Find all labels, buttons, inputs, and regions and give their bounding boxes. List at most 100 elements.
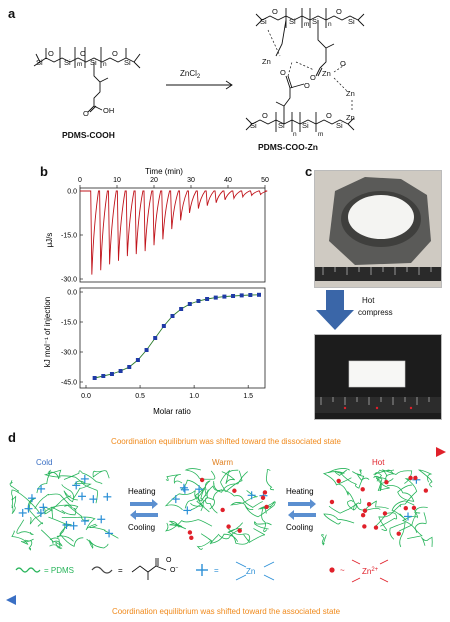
raw-heat-ytick-label: -30.0 xyxy=(61,277,77,284)
pdms-chain xyxy=(217,522,244,540)
compressed-film-photo xyxy=(314,334,442,420)
raw-heat-trace xyxy=(80,190,268,275)
o-atom-label: O xyxy=(326,111,332,120)
time-tick-label: 50 xyxy=(261,177,269,184)
raw-heat-ylabel: μJ/s xyxy=(45,233,54,248)
isotherm-fit-line xyxy=(94,294,260,379)
legend-ominus-label: O− xyxy=(170,565,178,574)
zn-ion xyxy=(360,512,366,518)
pdms-chain xyxy=(168,520,187,530)
itc-raw-heat-plot: Time (min) μJ/s 0 10 20 30 40 50 0.0 -15.0 -30.0 xyxy=(45,167,269,284)
isotherm-data-point xyxy=(187,302,192,306)
zn-ion xyxy=(226,524,231,529)
subscript-m: m xyxy=(304,21,309,28)
product-name: PDMS-COO-Zn xyxy=(258,142,318,152)
pdms-chain xyxy=(322,468,352,486)
subscript-m: m xyxy=(318,131,323,138)
molar-ratio-tick-label: 0.5 xyxy=(135,393,145,400)
isotherm-ytick-label: -15.0 xyxy=(61,320,77,327)
bottom-banner-text: Coordination equilibrium was shifted tow… xyxy=(112,607,341,616)
si-atom-label: Si xyxy=(90,58,97,67)
pdms-chain xyxy=(34,493,73,509)
isotherm-data-point xyxy=(170,314,175,318)
network-cold xyxy=(9,469,120,551)
zn-atom-label: Zn xyxy=(346,113,355,122)
si-atom-label: Si xyxy=(312,17,319,26)
pdms-chain xyxy=(221,469,239,484)
molar-ratio-tick-label: 0.0 xyxy=(81,393,91,400)
network-background xyxy=(166,470,274,548)
pdms-chain xyxy=(61,504,79,516)
panel-letter-c: c xyxy=(305,164,313,179)
zn-ion xyxy=(362,508,368,513)
pdms-chain xyxy=(29,506,66,525)
pdms-chain xyxy=(180,479,204,509)
zn-ion xyxy=(360,487,365,492)
zn-ion xyxy=(199,477,205,483)
pdms-chain xyxy=(229,490,258,506)
mechanism-schematic: Coordination equilibrium was shifted tow… xyxy=(6,437,446,616)
zn-ion xyxy=(187,530,193,535)
arrow-left-icon xyxy=(6,595,16,605)
o-atom-label: O xyxy=(336,7,342,16)
si-atom-label: Si xyxy=(348,17,355,26)
legend-tilde: ~ xyxy=(340,566,345,575)
pdms-chain xyxy=(328,498,362,514)
pdms-chain xyxy=(373,475,390,492)
heating-label: Heating xyxy=(286,487,314,496)
isotherm-data-point xyxy=(135,358,140,362)
pdms-chain xyxy=(399,505,421,532)
zn-ion xyxy=(403,506,408,511)
legend-zn-ion-label: Zn2+ xyxy=(362,567,379,576)
zn-ion xyxy=(413,475,418,481)
pdms-chain xyxy=(327,469,347,476)
si-atom-label: Si xyxy=(260,17,267,26)
isotherm-data-point xyxy=(161,324,166,328)
zn-atom-label: Zn xyxy=(322,69,331,78)
zn-ion xyxy=(411,505,417,511)
pdms-chain xyxy=(48,516,74,542)
zn-ion xyxy=(423,488,429,493)
molar-ratio-tick-label: 1.0 xyxy=(189,393,199,400)
si-atom-label: Si xyxy=(124,58,131,67)
legend-pdms-label: = PDMS xyxy=(44,566,74,575)
si-atom-label: Si xyxy=(278,121,285,130)
legend-zn-label: Zn xyxy=(246,567,255,576)
si-atom-label: Si xyxy=(36,58,43,67)
pdms-chain xyxy=(417,469,433,488)
state-cold-label: Cold xyxy=(36,458,52,467)
arrow-right-icon xyxy=(436,447,446,457)
pdms-chain xyxy=(164,519,213,532)
isotherm-ytick-label: 0.0 xyxy=(67,290,77,297)
zn-ion xyxy=(262,490,268,495)
dissociation-banner: Coordination equilibrium was shifted tow… xyxy=(16,437,446,457)
reactant-name: PDMS-COOH xyxy=(62,130,115,140)
subscript-n: n xyxy=(293,131,297,138)
time-tick-label: 20 xyxy=(150,177,158,184)
o-atom-label: O xyxy=(48,49,54,58)
zn-ion xyxy=(384,480,389,485)
zn-ion xyxy=(396,531,401,536)
zn-ion xyxy=(366,502,372,507)
pdms-chain xyxy=(184,468,216,480)
pdms-chain xyxy=(86,538,109,549)
legend: = PDMS = O O− = Zn ~ Zn2+ xyxy=(15,557,389,583)
molar-ratio-xlabel: Molar ratio xyxy=(153,407,191,416)
pdms-chain xyxy=(164,490,198,511)
time-tick-label: 10 xyxy=(113,177,121,184)
zn-atom-label: Zn xyxy=(262,57,271,66)
time-tick-label: 40 xyxy=(224,177,232,184)
si-atom-label: Si xyxy=(336,121,343,130)
pdms-chain xyxy=(401,506,428,534)
isotherm-data-point xyxy=(118,369,123,373)
o-atom-label: O xyxy=(80,49,86,58)
hot-label: Hot xyxy=(362,296,375,305)
state-hot-label: Hot xyxy=(372,458,385,467)
legend-o-label: O xyxy=(166,557,172,564)
isotherm-ytick-label: -45.0 xyxy=(61,380,77,387)
pdms-chain xyxy=(386,484,415,502)
zn-atom-label: Zn xyxy=(346,89,355,98)
pdms-chain xyxy=(338,483,357,511)
legend-equals-blue: = xyxy=(214,566,219,575)
o-atom-label: O xyxy=(280,68,286,77)
